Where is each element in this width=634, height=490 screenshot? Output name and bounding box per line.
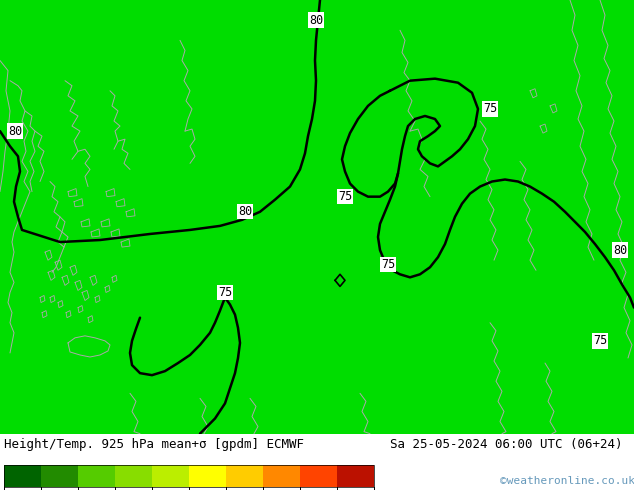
Text: 75: 75	[381, 258, 395, 270]
Text: 80: 80	[8, 124, 22, 138]
Bar	[300, 465, 337, 487]
Bar	[337, 465, 374, 487]
Text: 80: 80	[613, 244, 627, 257]
Text: 75: 75	[483, 102, 497, 116]
Text: ©weatheronline.co.uk: ©weatheronline.co.uk	[500, 476, 634, 486]
Bar	[189, 465, 226, 487]
Bar	[4, 465, 374, 487]
Text: 80: 80	[238, 205, 252, 218]
Bar	[115, 465, 152, 487]
Bar	[41, 465, 78, 487]
Bar	[78, 465, 115, 487]
Bar	[226, 465, 263, 487]
Text: Height/Temp. 925 hPa mean+σ [gpdm] ECMWF: Height/Temp. 925 hPa mean+σ [gpdm] ECMWF	[4, 438, 304, 451]
Bar	[4, 465, 41, 487]
Text: 75: 75	[338, 190, 352, 203]
Text: 75: 75	[218, 286, 232, 299]
Text: 75: 75	[593, 334, 607, 347]
Bar	[263, 465, 300, 487]
Text: 80: 80	[309, 14, 323, 26]
Bar	[152, 465, 189, 487]
Text: Sa 25-05-2024 06:00 UTC (06+24): Sa 25-05-2024 06:00 UTC (06+24)	[390, 438, 623, 451]
